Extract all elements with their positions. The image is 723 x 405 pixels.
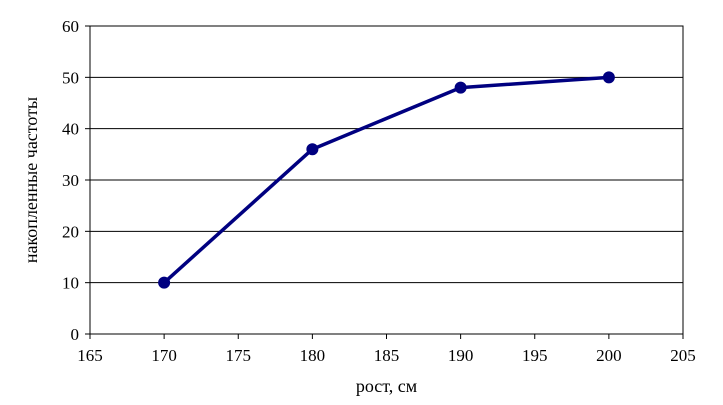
data-point [158,276,171,289]
y-axis-label: накопленные частоты [21,97,41,263]
x-tick-label: 185 [374,346,400,365]
y-tick-label: 20 [62,222,79,241]
y-tick-label: 60 [62,17,79,36]
x-tick-label: 195 [522,346,548,365]
axes [85,25,684,339]
x-axis-label: рост, см [356,376,417,396]
series-line [162,75,609,284]
x-tick-label: 170 [151,346,177,365]
y-tick-label: 30 [62,171,79,190]
data-point [454,81,467,94]
y-tick-label: 50 [62,68,79,87]
x-tick-label: 175 [226,346,252,365]
y-tick-label: 0 [71,325,80,344]
x-tick-label: 200 [596,346,622,365]
x-tick-label: 205 [670,346,696,365]
series [158,71,615,289]
data-point [306,143,319,156]
y-tick-label: 10 [62,274,79,293]
tick-labels: 0 10 20 30 40 50 60 165 170 175 180 185 190 195 200 205 [62,17,696,365]
y-tick-label: 40 [62,120,79,139]
data-point [602,71,615,84]
grid-lines [90,25,683,284]
x-tick-label: 190 [448,346,474,365]
x-tick-label: 180 [300,346,326,365]
x-tick-label: 165 [77,346,103,365]
